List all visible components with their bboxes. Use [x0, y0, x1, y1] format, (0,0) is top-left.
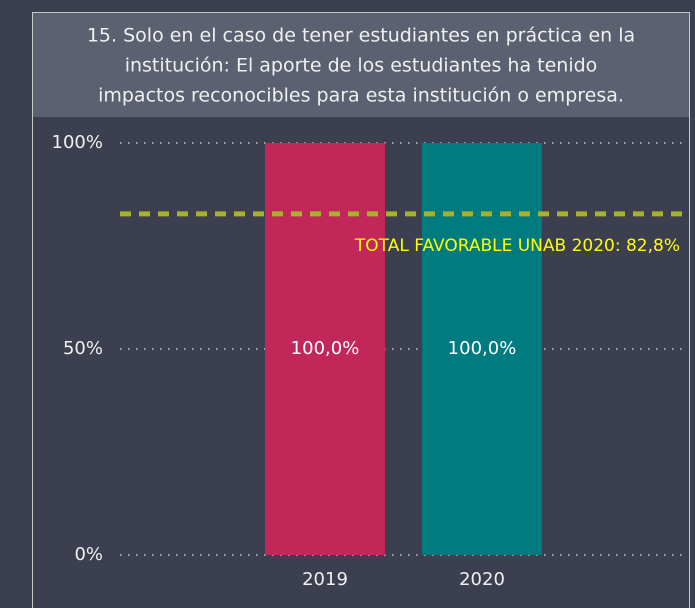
y-tick-label: 50%: [63, 338, 103, 359]
data-label: 100,0%: [448, 338, 517, 359]
title-box: [33, 13, 689, 117]
y-tick-label: 0%: [74, 544, 103, 565]
x-tick-label: 2020: [459, 569, 505, 590]
chart-title: 15. Solo en el caso de tener estudiantes…: [87, 25, 635, 47]
x-tick-label: 2019: [302, 569, 348, 590]
data-label: 100,0%: [291, 338, 360, 359]
chart-title: impactos reconocibles para esta instituc…: [98, 85, 624, 107]
frame: [32, 12, 690, 608]
y-tick-label: 100%: [52, 132, 103, 153]
bar: [265, 143, 385, 555]
reference-label: TOTAL FAVORABLE UNAB 2020: 82,8%: [354, 236, 680, 256]
chart-title: institución: El aporte de los estudiante…: [125, 55, 598, 77]
